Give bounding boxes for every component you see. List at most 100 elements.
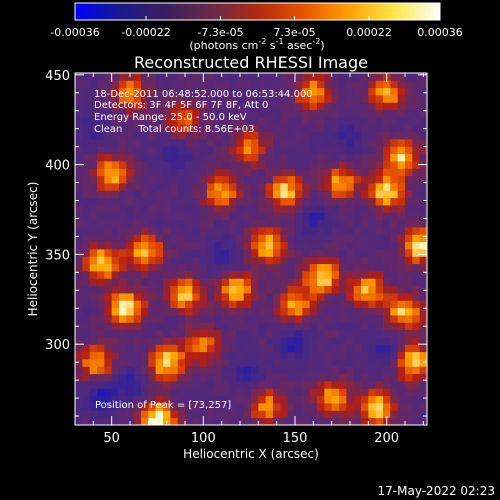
heatmap-cell xyxy=(331,278,340,287)
heatmap-cell xyxy=(192,249,201,257)
heatmap-cell xyxy=(126,322,135,331)
heatmap-cell xyxy=(185,219,193,228)
heatmap-cell xyxy=(133,351,142,360)
heatmap-cell xyxy=(97,87,105,96)
heatmap-cell xyxy=(185,102,193,111)
heatmap-cell xyxy=(331,256,340,265)
heatmap-cell xyxy=(273,249,281,257)
heatmap-cell xyxy=(405,403,413,411)
heatmap-cell xyxy=(383,351,391,360)
heatmap-cell xyxy=(207,124,215,133)
heatmap-cell xyxy=(419,146,427,155)
heatmap-cell xyxy=(317,131,325,140)
heatmap-cell xyxy=(133,109,142,118)
heatmap-cell xyxy=(207,329,215,338)
heatmap-cell xyxy=(295,124,303,133)
heatmap-cell xyxy=(199,102,208,111)
heatmap-cell xyxy=(229,168,237,177)
heatmap-cell xyxy=(236,337,245,345)
heatmap-cell xyxy=(317,175,325,184)
heatmap-cell xyxy=(192,109,201,118)
heatmap-cell xyxy=(295,329,303,338)
heatmap-cell xyxy=(280,403,289,411)
heatmap-cell xyxy=(317,117,325,125)
heatmap-cell xyxy=(368,388,377,397)
heatmap-cell xyxy=(163,175,171,184)
heatmap-cell xyxy=(192,278,201,287)
heatmap-cell xyxy=(280,278,289,287)
heatmap-cell xyxy=(331,263,340,272)
heatmap-cell xyxy=(375,153,384,162)
heatmap-cell xyxy=(185,388,193,397)
heatmap-cell xyxy=(287,175,296,184)
heatmap-cell xyxy=(287,117,296,125)
heatmap-cell xyxy=(185,241,193,250)
heatmap-cell xyxy=(104,146,113,155)
heatmap-cell xyxy=(361,315,369,323)
heatmap-cell xyxy=(368,73,377,81)
heatmap-cell xyxy=(141,285,149,294)
heatmap-cell xyxy=(339,190,347,199)
heatmap-cell xyxy=(104,87,113,96)
heatmap-cell xyxy=(89,366,98,375)
heatmap-cell xyxy=(324,300,333,309)
heatmap-cell xyxy=(353,168,362,177)
heatmap-cell xyxy=(148,131,157,140)
heatmap-cell xyxy=(82,146,91,155)
heatmap-cell xyxy=(155,197,164,206)
heatmap-cell xyxy=(346,102,355,111)
heatmap-cell xyxy=(419,168,427,177)
heatmap-cell xyxy=(111,256,120,265)
heatmap-cell xyxy=(273,278,281,287)
heatmap-cell xyxy=(119,344,127,353)
heatmap-cell xyxy=(75,359,83,367)
heatmap-cell xyxy=(170,337,179,345)
heatmap-cell xyxy=(111,168,120,177)
heatmap-cell xyxy=(287,344,296,353)
heatmap-cell xyxy=(383,285,391,294)
heatmap-cell xyxy=(111,205,120,213)
heatmap-cell xyxy=(280,73,289,81)
heatmap-cell xyxy=(89,329,98,338)
heatmap-cell xyxy=(170,373,179,382)
heatmap-cell xyxy=(295,344,303,353)
annotation-clean-counts: Clean Total counts: 8.56E+03 xyxy=(94,124,254,135)
heatmap-cell xyxy=(368,212,377,221)
heatmap-cell xyxy=(236,388,245,397)
heatmap-cell xyxy=(214,161,223,169)
heatmap-cell xyxy=(361,175,369,184)
heatmap-cell xyxy=(104,124,113,133)
heatmap-cell xyxy=(390,124,399,133)
heatmap-cell xyxy=(133,139,142,147)
heatmap-cell xyxy=(170,212,179,221)
heatmap-cell xyxy=(155,322,164,331)
heatmap-cell xyxy=(397,175,406,184)
heatmap-cell xyxy=(104,278,113,287)
heatmap-cell xyxy=(236,190,245,199)
heatmap-cell xyxy=(265,249,274,257)
heatmap-cell xyxy=(89,131,98,140)
heatmap-cell xyxy=(243,271,252,279)
heatmap-cell xyxy=(339,271,347,279)
heatmap-cell xyxy=(185,168,193,177)
heatmap-cell xyxy=(236,285,245,294)
heatmap-cell xyxy=(170,87,179,96)
heatmap-cell xyxy=(361,168,369,177)
heatmap-cell xyxy=(141,300,149,309)
heatmap-cell xyxy=(82,315,91,323)
heatmap-cell xyxy=(97,351,105,360)
heatmap-cell xyxy=(405,249,413,257)
heatmap-cell xyxy=(331,359,340,367)
heatmap-cell xyxy=(163,337,171,345)
heatmap-cell xyxy=(89,139,98,147)
heatmap-cell xyxy=(346,366,355,375)
heatmap-cell xyxy=(141,80,149,89)
heatmap-cell xyxy=(309,168,318,177)
heatmap-cell xyxy=(258,161,267,169)
heatmap-cell xyxy=(390,373,399,382)
heatmap-cell xyxy=(89,322,98,331)
heatmap-cell xyxy=(258,381,267,389)
heatmap-cell xyxy=(104,300,113,309)
heatmap-cell xyxy=(265,168,274,177)
heatmap-cell xyxy=(324,410,333,419)
